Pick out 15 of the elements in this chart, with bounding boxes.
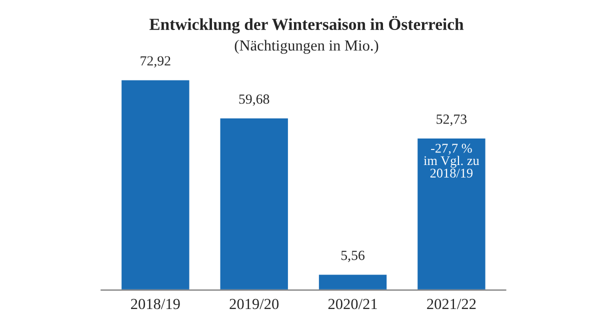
bar bbox=[218, 117, 290, 290]
data-label: 72,92 bbox=[140, 56, 170, 68]
x-tick-label: 2021/22 bbox=[427, 298, 476, 310]
chart-title: Entwicklung der Wintersaison in Österreich bbox=[149, 16, 464, 34]
x-tick-label: 2020/21 bbox=[328, 298, 377, 310]
annotation: -27,7 % im Vgl. zu 2018/19 bbox=[424, 144, 480, 178]
bar bbox=[120, 78, 191, 290]
bar bbox=[416, 137, 487, 290]
x-tick-label: 2019/20 bbox=[230, 298, 279, 310]
chart-subtitle: (Nächtigungen in Mio.) bbox=[234, 40, 378, 54]
data-label: 52,73 bbox=[436, 114, 467, 126]
data-label: 5,56 bbox=[341, 250, 365, 262]
data-label: 59,68 bbox=[239, 94, 270, 106]
bar bbox=[318, 273, 388, 290]
x-tick-label: 2018/19 bbox=[131, 298, 180, 310]
